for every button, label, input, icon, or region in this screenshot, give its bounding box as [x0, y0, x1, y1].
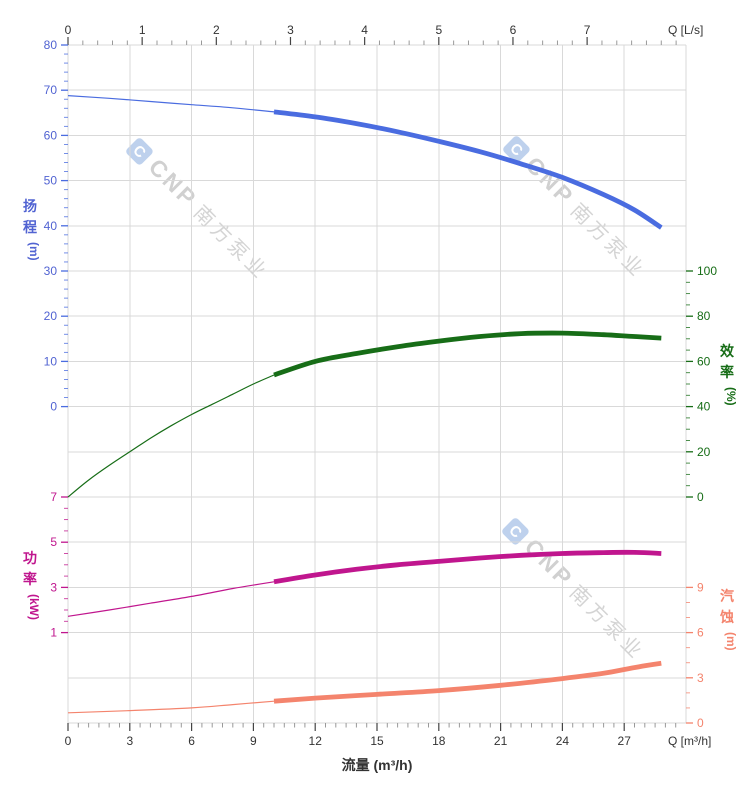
top-axis-tick-label: 5 — [435, 23, 442, 37]
efficiency-curve-thin — [67, 374, 275, 498]
power-axis-title: 功 — [23, 550, 37, 566]
top-axis-tick-label: 6 — [510, 23, 517, 37]
efficiency-axis-tick-label: 60 — [697, 354, 711, 368]
cnp-logo-icon — [126, 138, 153, 165]
top-axis-unit-label: Q [L/s] — [668, 23, 703, 37]
npsh-axis-tick-label: 9 — [697, 580, 704, 594]
cnp-logo-icon — [503, 136, 530, 163]
top-axis-tick-label: 4 — [361, 23, 368, 37]
bottom-axis-tick-label: 24 — [556, 734, 570, 748]
head-axis-tick-label: 20 — [44, 309, 58, 323]
efficiency-axis-title: 效 — [720, 343, 735, 359]
head-axis-tick-label: 80 — [44, 38, 58, 52]
power-axis-title: 率 — [23, 571, 37, 587]
efficiency-curve-duty-range — [273, 330, 662, 378]
bottom-axis-tick-label: 15 — [370, 734, 384, 748]
npsh-axis-tick-label: 6 — [697, 626, 704, 640]
head-axis-tick-label: 30 — [44, 264, 58, 278]
head-axis-tick-label: 70 — [44, 83, 58, 97]
power-axis-tick-label: 1 — [50, 626, 57, 640]
head-axis-tick-label: 50 — [44, 174, 58, 188]
power-axis-unit: (kW) — [27, 594, 41, 620]
curves — [67, 95, 663, 714]
axis-titles: 扬程(m)效率(%)功率(kW) 汽蚀(m) — [23, 198, 738, 651]
head-curve-duty-range — [273, 109, 663, 230]
npsh-axis-unit: (m) — [724, 632, 738, 651]
npsh-axis-title: 蚀 — [719, 609, 734, 625]
efficiency-axis-tick-label: 20 — [697, 445, 711, 459]
x-axis-title: 流量 (m³/h) — [342, 757, 413, 773]
head-axis-unit: (m) — [27, 242, 41, 261]
power-axis-tick-label: 3 — [50, 580, 57, 594]
watermark-company: 南方泵业 — [189, 201, 273, 285]
top-axis-tick-label: 2 — [213, 23, 220, 37]
head-axis-tick-label: 10 — [44, 354, 58, 368]
gridlines — [67, 44, 687, 724]
head-curve-thin — [67, 95, 275, 113]
power-axis-tick-label: 5 — [50, 535, 57, 549]
bottom-axis-tick-label: 21 — [494, 734, 508, 748]
efficiency-axis-tick-label: 100 — [697, 264, 717, 278]
npsh-axis-tick-label: 3 — [697, 671, 704, 685]
bottom-axis-tick-label: 12 — [309, 734, 323, 748]
npsh-curve-thin — [67, 700, 275, 714]
top-axis-tick-label: 7 — [584, 23, 591, 37]
head-axis-tick-label: 40 — [44, 219, 58, 233]
cnp-logo-icon — [502, 518, 529, 545]
head-axis-title: 程 — [23, 219, 37, 235]
bottom-axis-tick-label: 6 — [188, 734, 195, 748]
bottom-axis-tick-label: 27 — [618, 734, 632, 748]
power-curve-duty-range — [273, 549, 662, 585]
bottom-axis-tick-label: 3 — [126, 734, 133, 748]
head-axis-title: 扬 — [23, 198, 37, 214]
efficiency-axis-tick-label: 40 — [697, 400, 711, 414]
bottom-axis-tick-label: 0 — [65, 734, 72, 748]
head-axis-tick-label: 60 — [44, 128, 58, 142]
bottom-axis-unit-label: Q [m³/h] — [668, 734, 711, 748]
bottom-axis-tick-label: 9 — [250, 734, 257, 748]
axis-tick-labels: 0 1 2 3 4 5 6 70 3 6 9 12 15 18 21 24 278070605040302010… — [44, 23, 718, 748]
npsh-axis-tick-label: 0 — [697, 716, 704, 730]
watermark-company: 南方泵业 — [565, 581, 649, 665]
efficiency-axis-title: 率 — [720, 364, 734, 380]
npsh-axis-title: 汽 — [720, 588, 734, 604]
efficiency-axis-tick-label: 80 — [697, 309, 711, 323]
top-axis-tick-label: 0 — [65, 23, 72, 37]
axis-ticks — [61, 37, 693, 731]
watermark-brand: CNP — [144, 154, 203, 213]
top-axis-tick-label: 3 — [287, 23, 294, 37]
efficiency-axis-unit: (%) — [724, 387, 738, 406]
top-axis-tick-label: 1 — [139, 23, 146, 37]
power-axis-tick-label: 7 — [50, 490, 57, 504]
efficiency-axis-tick-label: 0 — [697, 490, 704, 504]
npsh-curve-duty-range — [273, 660, 662, 704]
bottom-axis-tick-label: 18 — [432, 734, 446, 748]
power-curve-thin — [67, 581, 275, 617]
head-axis-tick-label: 0 — [50, 400, 57, 414]
